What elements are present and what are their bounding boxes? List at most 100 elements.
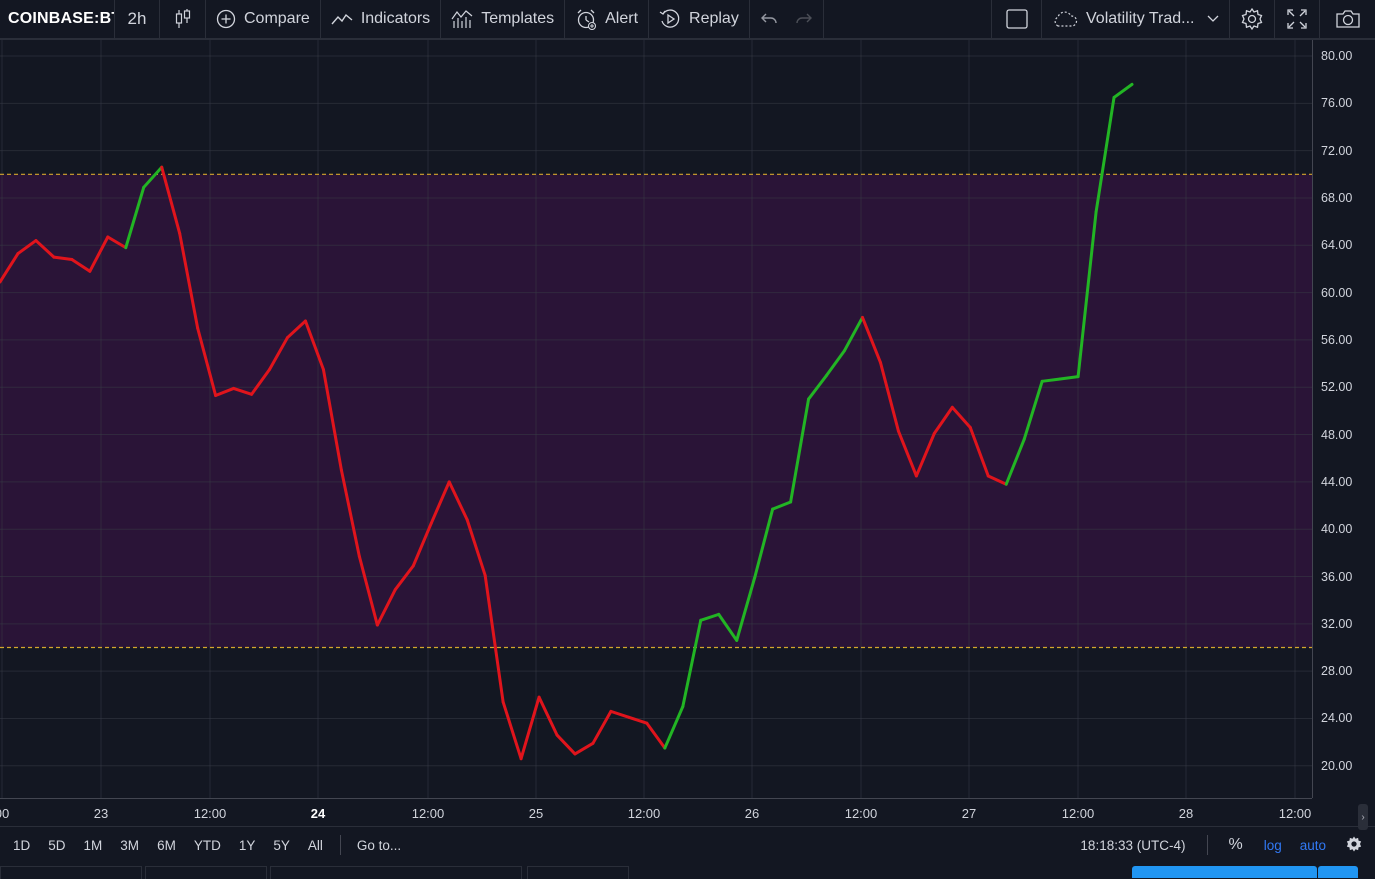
indicators-button[interactable]: Indicators [321, 0, 442, 38]
footer-tab[interactable] [0, 866, 142, 879]
rsi-line-segment [124, 185, 146, 250]
toolbar-spacer [824, 0, 992, 38]
range-1d[interactable]: 1D [13, 837, 31, 853]
price-tick-label: 44.00 [1321, 474, 1353, 489]
rsi-line-segment [34, 239, 56, 259]
divider [339, 835, 341, 855]
rsi-line-segment [178, 231, 200, 330]
fullscreen-button[interactable] [1275, 0, 1320, 38]
footer-circle-button[interactable] [1318, 866, 1358, 878]
price-tick-label: 40.00 [1321, 522, 1353, 537]
range-5y[interactable]: 5Y [273, 837, 290, 853]
price-tick-label: 68.00 [1321, 190, 1353, 205]
rsi-line-segment [681, 618, 703, 709]
price-tick-label: 24.00 [1321, 711, 1353, 726]
rsi-line-segment [645, 721, 667, 750]
time-tick-label: 12:00 [844, 806, 878, 821]
symbol-search-button[interactable]: COINBASE:BTCUSD [0, 0, 115, 38]
compare-button[interactable]: Compare [206, 0, 321, 38]
rsi-line-segment [1058, 375, 1080, 381]
chart-pane[interactable] [0, 40, 1312, 798]
range-6m[interactable]: 6M [157, 837, 176, 853]
rsi-line-segment [375, 588, 397, 627]
undo-icon[interactable] [760, 11, 778, 27]
rsi-line-segment [771, 500, 793, 511]
rsi-line-segment [16, 239, 38, 256]
compare-label: Compare [244, 10, 310, 27]
range-5d[interactable]: 5D [48, 837, 66, 853]
auto-scale-toggle[interactable]: auto [1299, 837, 1326, 853]
price-tick-label: 36.00 [1321, 569, 1353, 584]
range-ytd[interactable]: YTD [193, 837, 221, 853]
rsi-line-segment [663, 705, 685, 750]
footer-tab[interactable] [527, 866, 629, 879]
price-axis[interactable]: 80.00 76.00 72.00 68.00 64.00 60.00 56.00 52.00… [1312, 40, 1363, 798]
log-scale-toggle[interactable]: log [1263, 837, 1282, 853]
footer-action-button[interactable] [1132, 866, 1317, 878]
layout-name: Volatility Trad... [1086, 10, 1195, 27]
rsi-line-segment [447, 480, 469, 522]
templates-button[interactable]: Templates [441, 0, 566, 38]
bottom-right-controls: 18:18:33 (UTC-4) % log auto [1066, 827, 1375, 863]
price-tick-label: 48.00 [1321, 427, 1353, 442]
rsi-line-segment [896, 429, 918, 478]
layout-dropdown[interactable]: Volatility Trad... [1042, 0, 1230, 38]
symbol-label: COINBASE:BTCUSD [8, 10, 114, 27]
rsi-line-segment [735, 576, 757, 642]
rsi-line-segment [429, 480, 451, 525]
rsi-line-segment [537, 695, 559, 737]
rsi-line-segment [106, 235, 128, 250]
alert-label: Alert [605, 10, 639, 27]
time-axis[interactable]: 00 23 12:00 24 12:00 25 12:00 26 12:00 27 12:00 28 1… [0, 798, 1312, 827]
rsi-chart[interactable] [0, 40, 1312, 798]
rsi-line-segment [88, 235, 110, 273]
undo-redo-group [750, 0, 824, 38]
snapshot-button[interactable] [1320, 0, 1375, 38]
indicators-wave-icon [331, 12, 353, 26]
alert-button[interactable]: Alert [565, 0, 650, 38]
collapse-panel-tab[interactable]: › [1358, 804, 1368, 830]
redo-icon[interactable] [795, 11, 813, 27]
time-tick-label: 12:00 [1061, 806, 1095, 821]
range-3m[interactable]: 3M [120, 837, 140, 853]
rsi-line-segment [393, 564, 415, 592]
scale-settings-button[interactable] [1335, 835, 1375, 856]
rsi-band-fill [0, 174, 1312, 648]
rsi-line-segment [591, 709, 613, 745]
range-1y[interactable]: 1Y [238, 837, 256, 853]
time-tick-label: 12:00 [193, 806, 227, 821]
rsi-line-segment [250, 367, 272, 396]
price-tick-label: 28.00 [1321, 664, 1353, 679]
time-tick-label: 12:00 [627, 806, 661, 821]
fullscreen-select-button[interactable] [992, 0, 1042, 38]
settings-button[interactable] [1230, 0, 1275, 38]
replay-button[interactable]: Replay [649, 0, 750, 38]
price-tick-label: 56.00 [1321, 332, 1353, 347]
rsi-line-segment [501, 700, 523, 761]
rsi-line-segment [52, 255, 74, 261]
camera-icon [1335, 9, 1361, 29]
rsi-line-segment [411, 521, 433, 568]
time-tick-label: 27 [961, 806, 977, 821]
price-tick-label: 32.00 [1321, 616, 1353, 631]
price-tick-label: 52.00 [1321, 380, 1353, 395]
rsi-line-segment [1112, 82, 1134, 99]
chevron-down-icon [1207, 15, 1219, 23]
footer-tab[interactable] [145, 866, 267, 879]
goto-button[interactable]: Go to... [356, 837, 402, 853]
price-tick-label: 20.00 [1321, 758, 1353, 773]
price-tick-label: 60.00 [1321, 285, 1353, 300]
time-tick-label: 24 [310, 806, 326, 821]
rsi-line-segment [285, 319, 307, 340]
price-tick-label: 64.00 [1321, 238, 1353, 253]
interval-button[interactable]: 2h [115, 0, 160, 38]
rsi-line-segment [196, 326, 218, 398]
rsi-line-segment [1022, 379, 1044, 441]
range-1m[interactable]: 1M [83, 837, 103, 853]
chart-type-button[interactable] [160, 0, 206, 38]
bottom-toolbar: 1D 5D 1M 3M 6M YTD 1Y 5Y All Go to... 18… [0, 826, 1375, 863]
percent-scale-toggle[interactable]: % [1228, 836, 1243, 853]
footer-tab[interactable] [270, 866, 522, 879]
range-all[interactable]: All [307, 837, 323, 853]
rsi-line-segment [357, 554, 379, 627]
